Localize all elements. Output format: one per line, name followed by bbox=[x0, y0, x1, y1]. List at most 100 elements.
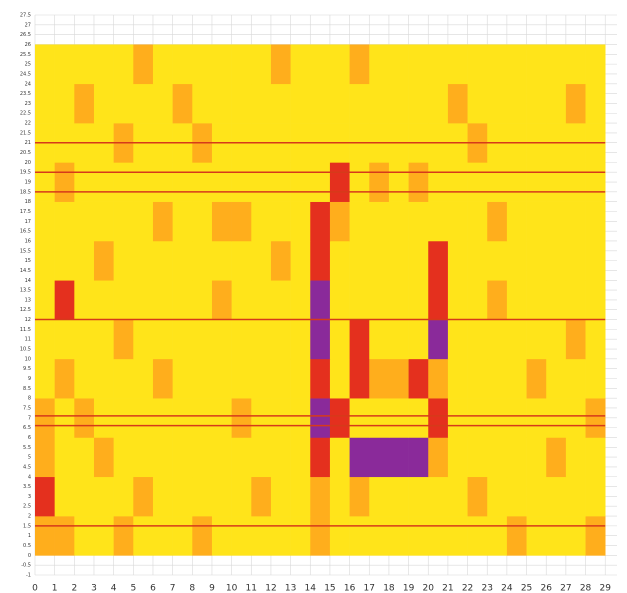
heat-cell bbox=[270, 240, 291, 281]
heat-cell bbox=[152, 358, 173, 399]
heat-cell bbox=[93, 319, 114, 360]
heat-cell bbox=[270, 44, 291, 85]
heat-cell bbox=[565, 44, 586, 85]
heat-cell bbox=[349, 280, 370, 320]
heat-cell bbox=[388, 44, 409, 85]
x-tick-label: 9 bbox=[209, 584, 215, 593]
heat-cell bbox=[408, 358, 429, 399]
heat-cell bbox=[526, 280, 547, 320]
heat-cell bbox=[54, 240, 75, 281]
heat-cell bbox=[211, 83, 232, 124]
heat-cell bbox=[388, 398, 409, 438]
heat-cell bbox=[526, 240, 547, 281]
heat-cell bbox=[585, 437, 606, 478]
x-tick-label: 4 bbox=[111, 584, 117, 593]
heat-cell bbox=[113, 398, 134, 438]
y-tick-label: 11 bbox=[25, 337, 31, 343]
heat-cell bbox=[487, 398, 508, 438]
heat-cell bbox=[526, 83, 547, 124]
y-tick-label: 10.5 bbox=[20, 347, 31, 353]
heat-cell bbox=[428, 240, 449, 281]
heat-cell bbox=[290, 162, 311, 202]
x-tick-label: 5 bbox=[130, 584, 136, 593]
heat-cell bbox=[231, 201, 252, 242]
heat-cell bbox=[506, 201, 527, 242]
heat-cell bbox=[54, 162, 75, 202]
heat-cell bbox=[585, 240, 606, 281]
heat-cell bbox=[546, 240, 567, 281]
y-tick-label: 3.5 bbox=[23, 484, 31, 490]
heat-cell bbox=[310, 437, 331, 478]
heat-cell bbox=[526, 437, 547, 478]
heat-cell bbox=[290, 280, 311, 320]
heat-cell bbox=[211, 162, 232, 202]
heat-cell bbox=[35, 83, 55, 124]
heat-cell bbox=[113, 201, 134, 242]
heat-cell bbox=[74, 280, 95, 320]
heat-cell bbox=[487, 44, 508, 85]
x-tick-label: 11 bbox=[246, 584, 257, 593]
heat-cell bbox=[192, 162, 213, 202]
y-tick-label: 3 bbox=[28, 494, 31, 500]
heat-cell bbox=[506, 83, 527, 124]
heat-cell bbox=[192, 398, 213, 438]
heat-cell bbox=[487, 476, 508, 517]
heat-cell bbox=[133, 44, 154, 85]
heat-cell bbox=[428, 83, 449, 124]
heat-cell bbox=[93, 437, 114, 478]
heat-cell bbox=[35, 476, 55, 517]
heat-cell bbox=[467, 162, 488, 202]
heat-cell bbox=[290, 319, 311, 360]
heat-cell bbox=[152, 240, 173, 281]
heat-cell bbox=[526, 476, 547, 517]
heat-cell bbox=[369, 476, 390, 517]
x-tick-label: 26 bbox=[540, 584, 552, 593]
heat-cell bbox=[35, 240, 55, 281]
heat-cell bbox=[93, 516, 114, 556]
heat-cell bbox=[408, 437, 429, 478]
heat-cell bbox=[270, 201, 291, 242]
y-tick-label: 0 bbox=[28, 553, 31, 559]
heat-cell bbox=[546, 83, 567, 124]
heat-cell bbox=[192, 240, 213, 281]
heat-cell bbox=[349, 476, 370, 517]
y-tick-label: 1 bbox=[28, 533, 31, 539]
heat-cell bbox=[251, 240, 272, 281]
heat-cell bbox=[152, 437, 173, 478]
heat-cell bbox=[565, 201, 586, 242]
heat-cell bbox=[172, 358, 193, 399]
heat-cell bbox=[388, 476, 409, 517]
heat-cell bbox=[74, 162, 95, 202]
heat-cell bbox=[506, 437, 527, 478]
heat-cell bbox=[93, 44, 114, 85]
heat-cell bbox=[408, 280, 429, 320]
heat-cell bbox=[585, 358, 606, 399]
heat-cell bbox=[231, 476, 252, 517]
heat-cell bbox=[585, 398, 606, 438]
heat-cell bbox=[546, 516, 567, 556]
heat-cell bbox=[428, 437, 449, 478]
heat-cell bbox=[192, 476, 213, 517]
heat-cell bbox=[388, 162, 409, 202]
heat-cell bbox=[487, 83, 508, 124]
heat-cell bbox=[93, 398, 114, 438]
heat-cell bbox=[349, 162, 370, 202]
y-tick-label: 19 bbox=[25, 180, 31, 186]
heat-cell bbox=[546, 44, 567, 85]
heat-cell bbox=[349, 44, 370, 85]
heat-cell bbox=[585, 162, 606, 202]
heat-cell bbox=[349, 398, 370, 438]
heat-cell bbox=[329, 319, 350, 360]
heat-cell bbox=[349, 437, 370, 478]
heat-cell bbox=[369, 280, 390, 320]
heat-cell bbox=[408, 44, 429, 85]
heat-cell bbox=[152, 162, 173, 202]
x-tick-label: 0 bbox=[32, 584, 38, 593]
x-tick-label: 6 bbox=[150, 584, 156, 593]
heat-cell bbox=[467, 240, 488, 281]
heat-cell bbox=[447, 358, 468, 399]
heat-cell bbox=[585, 280, 606, 320]
x-tick-label: 13 bbox=[285, 584, 296, 593]
heat-cell bbox=[113, 240, 134, 281]
y-tick-label: 16.5 bbox=[20, 229, 31, 235]
